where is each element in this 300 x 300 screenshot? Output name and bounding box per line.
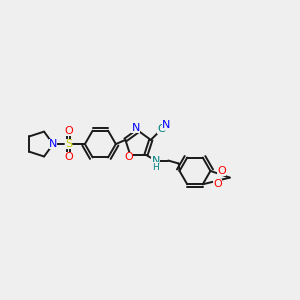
Text: C: C — [158, 124, 165, 134]
Text: H: H — [152, 163, 159, 172]
Text: N: N — [131, 123, 140, 133]
Text: O: O — [213, 179, 222, 189]
Text: O: O — [124, 152, 133, 162]
Text: N: N — [152, 155, 160, 166]
Text: N: N — [162, 120, 170, 130]
Text: O: O — [217, 166, 226, 176]
Text: N: N — [49, 139, 57, 149]
Text: O: O — [64, 126, 73, 136]
Text: S: S — [65, 139, 72, 149]
Text: O: O — [64, 152, 73, 162]
